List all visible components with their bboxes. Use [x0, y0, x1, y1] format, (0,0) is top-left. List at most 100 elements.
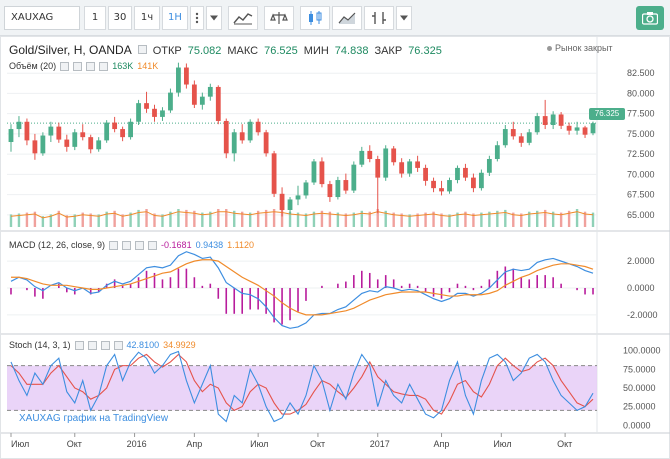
volume-settings-icon[interactable] — [73, 61, 83, 71]
candle-body — [558, 114, 564, 126]
volume-bar — [551, 211, 555, 227]
legend-eye-icon[interactable] — [137, 45, 147, 54]
volume-bar — [256, 210, 260, 227]
volume-more-icon[interactable] — [99, 61, 109, 71]
volume-bar — [583, 211, 587, 227]
volume-bar — [113, 210, 116, 227]
interval-30m-button[interactable]: 30 — [108, 6, 132, 30]
more-intervals-button[interactable] — [190, 6, 204, 30]
volume-label: Объём (20) — [9, 61, 57, 71]
candle-body — [367, 150, 373, 159]
interval-1h-button[interactable]: 1ч — [134, 6, 160, 30]
candle-body — [303, 182, 309, 196]
stoch-close-icon[interactable] — [100, 340, 110, 350]
price-line-button[interactable] — [364, 6, 394, 30]
volume-bar — [89, 213, 92, 227]
volume-bar — [496, 210, 499, 227]
high-value: 76.525 — [264, 45, 298, 57]
interval-dropdown-button[interactable] — [206, 6, 222, 30]
candle-body — [494, 145, 500, 159]
time-tick-label: Окт — [310, 439, 325, 449]
macd-settings-icon[interactable] — [122, 240, 132, 250]
candle-body — [335, 180, 341, 198]
volume-bar — [129, 212, 132, 227]
candle-body — [72, 132, 78, 147]
volume-bar — [185, 209, 188, 227]
compare-scale-icon — [270, 12, 288, 24]
chart-area[interactable]: 82.500 80.000 77.500 75.000 72.500 70.000 67.5… — [0, 36, 670, 459]
volume-bar — [520, 213, 523, 227]
chevron-down-icon — [210, 15, 218, 21]
volume-bar — [432, 211, 435, 227]
chart-style-dropdown-button[interactable] — [396, 6, 412, 30]
volume-bar — [344, 213, 348, 227]
stoch-legend: Stoch (14, 3, 1) 42.8100 34.9929 — [9, 340, 196, 350]
volume-value-1: 163K — [112, 61, 134, 71]
macd-tick-label: 0.0000 — [627, 283, 655, 293]
candle-body — [136, 103, 141, 122]
volume-close-icon[interactable] — [86, 61, 96, 71]
candle-body — [415, 161, 421, 168]
time-tick-label: Апр — [434, 439, 450, 449]
volume-bar — [73, 214, 76, 227]
candle-body — [152, 108, 157, 117]
tradingview-watermark-link[interactable]: XAUXAG график на TradingView — [19, 413, 169, 424]
area-style-button[interactable] — [332, 6, 362, 30]
volume-bar — [153, 213, 156, 227]
macd-more-icon[interactable] — [148, 240, 158, 250]
macd-eye-icon[interactable] — [109, 240, 119, 250]
price-tick-label: 65.000 — [627, 210, 655, 220]
volume-bar — [400, 213, 403, 227]
candle-body — [375, 159, 381, 178]
price-tick-label: 72.500 — [627, 149, 655, 159]
volume-eye-icon[interactable] — [60, 61, 70, 71]
candle-body — [56, 126, 62, 140]
candle-body — [478, 172, 484, 189]
macd-label: MACD (12, 26, close, 9) — [9, 240, 106, 250]
candle-body — [199, 96, 205, 105]
macd-close-icon[interactable] — [135, 240, 145, 250]
more-dots-icon — [195, 12, 199, 24]
time-tick-label: Июл — [11, 439, 29, 449]
candle-body — [40, 135, 46, 154]
candle-body — [399, 162, 405, 174]
candle-body — [247, 121, 253, 141]
candle-body — [48, 126, 54, 136]
volume-bar — [121, 214, 124, 227]
stoch-settings-icon[interactable] — [87, 340, 97, 350]
volume-bar — [408, 214, 411, 227]
volume-bar — [480, 212, 483, 227]
candle-body — [88, 137, 94, 150]
volume-bar — [440, 213, 443, 227]
volume-legend: Объём (20) 163K 141K — [9, 61, 158, 71]
interval-1h-active-button[interactable]: 1Н — [162, 6, 188, 30]
indicators-button[interactable] — [228, 6, 258, 30]
volume-bar — [559, 212, 563, 227]
stoch-eye-icon[interactable] — [74, 340, 84, 350]
volume-bar — [320, 210, 324, 227]
snapshot-button[interactable] — [636, 6, 664, 30]
volume-bar — [169, 211, 172, 227]
volume-bar — [384, 210, 387, 227]
candle-body — [542, 116, 548, 125]
interval-1m-button[interactable]: 1 — [84, 6, 106, 30]
stoch-tick-label: 25.0000 — [623, 402, 656, 412]
chart-canvas[interactable]: 82.500 80.000 77.500 75.000 72.500 70.000 67.5… — [1, 37, 670, 459]
volume-bar — [575, 209, 579, 227]
candle-style-button[interactable] — [300, 6, 330, 30]
candle-body — [351, 164, 357, 191]
high-label: МАКС — [227, 45, 259, 57]
volume-bar — [416, 213, 419, 227]
compare-button[interactable] — [264, 6, 294, 30]
market-status: Рынок закрыт — [547, 43, 613, 53]
candle-body — [24, 121, 30, 141]
candle-body — [431, 180, 436, 189]
candle-body — [327, 184, 333, 198]
volume-bar — [448, 214, 451, 227]
symbol-input[interactable]: XAUXAG — [4, 6, 80, 30]
close-value: 76.325 — [408, 45, 442, 57]
candle-body — [64, 139, 70, 147]
price-tick-label: 70.000 — [627, 169, 655, 179]
macd-hist-value: -0.1681 — [161, 240, 192, 250]
stoch-more-icon[interactable] — [113, 340, 123, 350]
